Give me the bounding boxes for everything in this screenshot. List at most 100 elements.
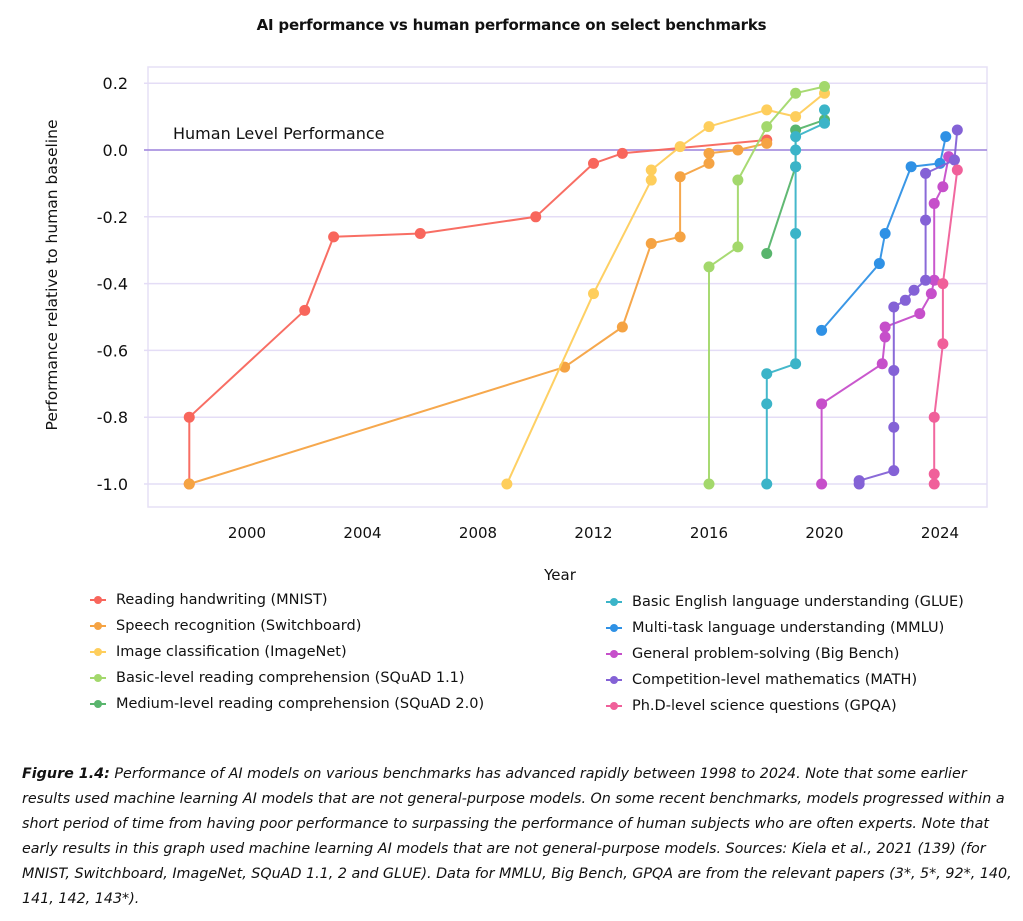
data-point [940,131,952,143]
data-point [703,121,715,133]
data-point [588,157,599,169]
y-tick-label: -0.2 [97,208,128,227]
y-tick-label: -1.0 [97,475,128,494]
data-point [732,144,744,156]
data-point [790,144,802,156]
human-level-label: Human Level Performance [173,124,385,143]
legend-item: Competition-level mathematics (MATH) [606,667,964,693]
data-point [761,137,773,149]
chart-plot: 0.2 0.0 -0.2 -0.4 -0.6 -0.8 -1.0 2000 2004 2008 20… [43,66,988,584]
data-point [703,478,715,490]
plot-frame [147,66,988,508]
data-point [914,308,926,320]
data-point [951,124,963,136]
data-point [790,131,802,143]
series-line-1 [189,142,768,485]
data-point [937,181,949,193]
legend-right: Basic English language understanding (GL… [606,589,964,719]
x-tick-label: 2004 [343,524,381,542]
legend-label: Basic-level reading comprehension (SQuAD… [116,670,465,686]
legend-marker-icon [606,700,622,712]
legend-marker-icon [90,620,106,632]
legend-item: Speech recognition (Switchboard) [90,613,484,639]
data-point [888,465,900,477]
series-line-5 [765,109,826,484]
data-point [414,228,426,239]
data-point [790,161,802,173]
data-point [816,324,828,336]
data-point [645,238,657,250]
legend-item: Medium-level reading comprehension (SQuA… [90,691,484,717]
legend-marker-icon [90,672,106,684]
series-line-2 [505,92,826,485]
data-point [819,117,830,129]
legend-item: Basic English language understanding (GL… [606,589,964,615]
data-point [703,147,715,159]
data-point [928,411,940,423]
data-point [920,274,932,286]
data-point [879,321,891,333]
data-point [876,358,888,370]
data-point [761,398,773,410]
legend-marker-icon [90,594,106,606]
data-point [873,258,885,270]
data-point [928,468,940,480]
data-point [703,157,715,169]
legend-marker-icon [606,622,622,634]
legend-label: Image classification (ImageNet) [116,644,347,660]
data-point [761,104,773,116]
data-point [645,174,657,186]
data-point [816,478,828,490]
x-tick-label: 2012 [574,524,612,542]
data-point [928,478,940,490]
data-point [853,475,865,487]
legend-label: Speech recognition (Switchboard) [116,618,362,634]
legend-label: Basic English language understanding (GL… [632,594,964,610]
y-tick-label: -0.8 [97,408,128,427]
data-point [703,261,715,273]
caption-label: Figure 1.4: [22,766,110,782]
data-point [888,364,900,376]
data-point [616,147,628,159]
legend-label: Medium-level reading comprehension (SQuA… [116,696,485,712]
data-point [790,111,802,123]
data-point [761,478,773,490]
data-point [925,288,937,300]
legend-marker-icon [90,646,106,658]
data-point [732,174,744,186]
legend-item: General problem-solving (Big Bench) [606,641,964,667]
x-tick-label: 2000 [228,524,266,542]
legend-item: Reading handwriting (MNIST) [90,587,484,613]
data-point [183,411,195,423]
x-tick-label: 2024 [921,524,959,542]
data-point [819,81,830,93]
figure-caption: Figure 1.4: Performance of AI models on … [22,762,1012,912]
data-point [951,164,963,176]
data-point [645,164,657,176]
caption-text: Performance of AI models on various benc… [22,766,1012,907]
x-tick-label: 2008 [459,524,497,542]
data-point [501,478,513,490]
legend-label: Ph.D-level science questions (GPQA) [632,698,897,714]
legend-item: Ph.D-level science questions (GPQA) [606,693,964,719]
data-point [928,274,940,286]
x-tick-label: 2016 [690,524,728,542]
legend-item: Multi-task language understanding (MMLU) [606,615,964,641]
data-point [888,421,900,433]
data-point [761,368,773,380]
data-point [888,301,900,313]
legend-item: Image classification (ImageNet) [90,639,484,665]
data-point [761,248,773,260]
data-point [328,231,340,243]
data-point [937,338,949,350]
data-point [928,197,940,209]
data-point [761,121,773,133]
y-axis-label: Performance relative to human baseline [43,120,61,431]
legend-marker-icon [606,596,622,608]
legend-label: Reading handwriting (MNIST) [116,592,328,608]
data-point [920,214,932,226]
data-point [530,211,542,223]
data-point [920,167,932,179]
data-point [299,304,311,316]
y-tick-label: -0.4 [97,275,128,294]
